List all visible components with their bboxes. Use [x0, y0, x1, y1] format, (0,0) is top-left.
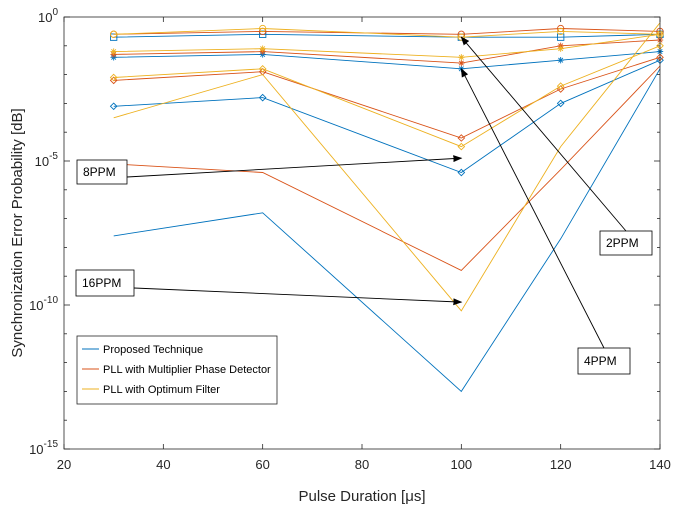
annotation-arrow	[133, 287, 463, 306]
data-point-diamond	[457, 168, 466, 177]
x-tick-label: 60	[255, 457, 269, 472]
annotation-arrow	[126, 155, 463, 178]
data-point-diamond	[457, 142, 466, 151]
data-point-square	[557, 33, 565, 41]
x-tick-label: 120	[550, 457, 572, 472]
annotation-label: 2PPM	[606, 236, 639, 250]
y-axis-label: Synchronization Error Probability [dB]	[9, 108, 26, 357]
data-point-asterisk	[557, 45, 564, 52]
series-layer	[109, 22, 664, 393]
data-point-diamond	[258, 65, 267, 73]
data-point-diamond	[109, 73, 118, 82]
annotation-8ppm: 8PPM	[76, 155, 463, 185]
data-point-asterisk	[557, 57, 564, 64]
series-line	[113, 45, 661, 148]
legend: Proposed Technique PLL with Multiplier Ph…	[76, 335, 278, 405]
data-point-diamond	[109, 76, 118, 85]
series-line	[113, 22, 661, 312]
data-point-diamond	[556, 99, 565, 108]
x-axis-label: Pulse Duration [μs]	[298, 488, 425, 505]
data-point-asterisk	[110, 48, 117, 55]
data-point-diamond	[258, 93, 267, 102]
annotations: 8PPM 16PPM 2PPM 4PPM	[75, 36, 653, 375]
data-point-circle	[110, 30, 118, 38]
legend-entry-optimum: PLL with Optimum Filter	[82, 384, 220, 396]
annotation-box	[76, 159, 128, 185]
data-point-diamond	[457, 134, 466, 142]
y-tick-labels: 100 10-5 10-10 10-15	[29, 7, 58, 457]
data-point-asterisk	[458, 65, 465, 73]
y-tick-label: 10-5	[35, 151, 59, 169]
annotation-2ppm: 2PPM	[460, 36, 653, 256]
annotation-arrow	[460, 67, 605, 349]
data-point-square	[110, 33, 118, 41]
x-tick-label: 40	[156, 457, 170, 472]
data-point-asterisk	[458, 59, 465, 67]
y-tick-label: 10-10	[29, 295, 58, 313]
data-point-asterisk	[259, 45, 266, 52]
legend-label: PLL with Multiplier Phase Detector	[103, 364, 271, 376]
annotation-label: 4PPM	[584, 354, 617, 368]
annotation-box	[599, 230, 653, 256]
legend-label: PLL with Optimum Filter	[103, 384, 220, 396]
y-tick-label: 100	[38, 7, 58, 25]
x-tick-label: 100	[450, 457, 472, 472]
legend-box	[76, 335, 278, 405]
annotation-arrow	[460, 36, 627, 232]
series-multiplier-none	[113, 65, 661, 271]
data-point-circle	[557, 27, 565, 36]
annotation-box	[75, 269, 135, 297]
data-point-diamond	[556, 82, 565, 90]
annotation-4ppm: 4PPM	[460, 67, 631, 375]
data-point-diamond	[109, 102, 118, 111]
x-tick-label: 80	[355, 457, 369, 472]
series-optimum-none	[113, 22, 661, 312]
series-line	[113, 56, 661, 139]
series-proposed-none	[113, 68, 661, 393]
y-tick-label: 10-15	[29, 439, 58, 457]
annotation-label: 8PPM	[83, 165, 116, 179]
series-line	[113, 59, 661, 174]
annotation-label: 16PPM	[82, 276, 121, 290]
series-line	[113, 68, 661, 393]
annotation-16ppm: 16PPM	[75, 269, 463, 306]
series-line	[113, 65, 661, 271]
data-point-circle	[259, 24, 267, 33]
x-tick-label: 140	[649, 457, 671, 472]
data-point-asterisk	[458, 54, 465, 61]
x-tick-label: 20	[57, 457, 71, 472]
x-tick-labels: 20 40 60 80 100 120 140	[57, 457, 671, 472]
plot-frame	[63, 16, 661, 450]
annotation-box	[577, 347, 631, 375]
legend-label: Proposed Technique	[103, 344, 203, 356]
legend-entry-multiplier: PLL with Multiplier Phase Detector	[82, 364, 271, 376]
legend-entry-proposed: Proposed Technique	[82, 344, 203, 356]
